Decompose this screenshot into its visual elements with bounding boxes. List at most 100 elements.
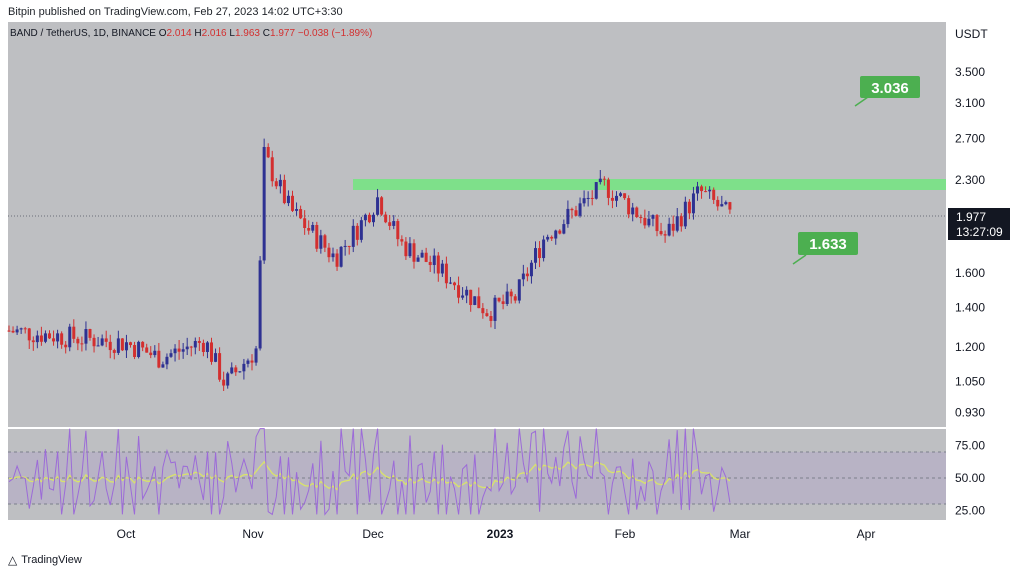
candle-body [129,342,132,346]
candle-body [64,344,68,348]
candle-body [177,348,181,352]
candle-body [254,348,258,363]
time-axis[interactable]: Oct Nov Dec 2023 Feb Mar Apr [117,527,876,541]
price-axis[interactable]: 3.500 3.100 2.700 2.300 1.600 1.400 1.200 1.050… [955,65,985,420]
candle-body [655,215,659,232]
candle-body [327,247,331,258]
candle-body [291,195,294,211]
candle-body [347,245,351,247]
candle-body [250,360,254,363]
candle-body [428,261,432,266]
candle-body [43,333,47,342]
candle-body [602,178,606,180]
candle-body [631,207,635,215]
candle-body [363,214,367,221]
candle-body [149,352,153,356]
candle-body [400,239,404,242]
candle-body [282,179,286,204]
candle-body [708,189,712,192]
candle-body [23,328,27,330]
candle-body [48,333,51,339]
candle-body [355,225,359,240]
candle-body [278,179,282,187]
candle-body [651,215,655,219]
candle-body [335,253,339,267]
candle-body [388,222,392,226]
candle-body [76,338,80,344]
publish-header: Bitpin published on TradingView.com, Feb… [8,6,343,18]
candle-body [671,223,675,231]
symbol-legend: BAND / TetherUS, 1D, BINANCE O2.014 H2.0… [10,28,372,39]
candle-body [432,255,436,266]
candle-body [493,297,497,321]
open-label: O [158,28,167,39]
resistance-zone[interactable] [353,179,946,190]
candle-body [412,243,416,262]
candle-body [570,208,574,211]
price-tick-8: 0.930 [955,406,985,420]
candle-body [469,289,473,305]
candle-body [295,209,299,211]
candle-body [92,337,96,347]
time-label-2: Dec [362,527,383,541]
target-lower-pointer [792,254,807,265]
candle-body [116,338,120,353]
time-label-6: Apr [857,527,876,541]
tradingview-logo[interactable]: △ TradingView [8,553,82,567]
price-tick-3: 2.300 [955,173,985,187]
candle-body [627,198,631,215]
target-upper-pointer [854,96,869,107]
candle-body [246,360,250,364]
candle-body [112,350,116,353]
candle-body [550,236,554,239]
time-label-4: Feb [615,527,636,541]
candle-body [380,197,384,215]
target-upper[interactable]: 3.036 [854,76,920,107]
candle-body [153,350,157,356]
candle-body [52,338,56,342]
candle-body [169,353,173,357]
candle-body [238,371,242,373]
candle-body [497,297,501,302]
price-tick-1: 3.100 [955,96,985,110]
candle-body [396,221,400,240]
candle-body [615,195,618,201]
candle-body [145,347,149,353]
candle-body [659,231,663,235]
price-tick-0: 3.500 [955,65,985,79]
last-price-bg [948,208,1010,240]
candle-body [35,335,39,343]
time-label-1: Nov [242,527,263,541]
candle-body [133,345,137,357]
candle-body [619,193,623,196]
candle-body [521,273,525,280]
candle-body [31,340,35,343]
candle-body [542,239,546,259]
candle-body [517,279,521,301]
tradingview-logo-icon: △ [8,553,18,567]
candle-body [323,235,327,248]
price-tick-4: 1.600 [955,266,985,280]
high-value: 2.016 [201,28,227,39]
candle-body [137,341,141,357]
candle-body [529,262,533,277]
candle-body [27,328,31,341]
candle-body [408,243,412,257]
target-lower[interactable]: 1.633 [792,232,858,265]
candle-body [222,379,226,386]
candle-body [440,263,444,274]
candle-body [343,245,347,247]
close-label: C [262,28,271,39]
rsi-axis[interactable]: 75.00 50.00 25.00 [955,439,985,518]
candle-body [610,197,614,201]
candle-body [534,248,537,263]
candle-body [315,224,319,249]
price-unit: USDT [955,27,988,41]
candle-body [501,301,505,304]
candle-body [161,364,165,368]
candle-body [424,252,428,262]
candle-body [181,349,185,352]
candle-body [367,214,371,223]
candle-body [100,338,104,346]
